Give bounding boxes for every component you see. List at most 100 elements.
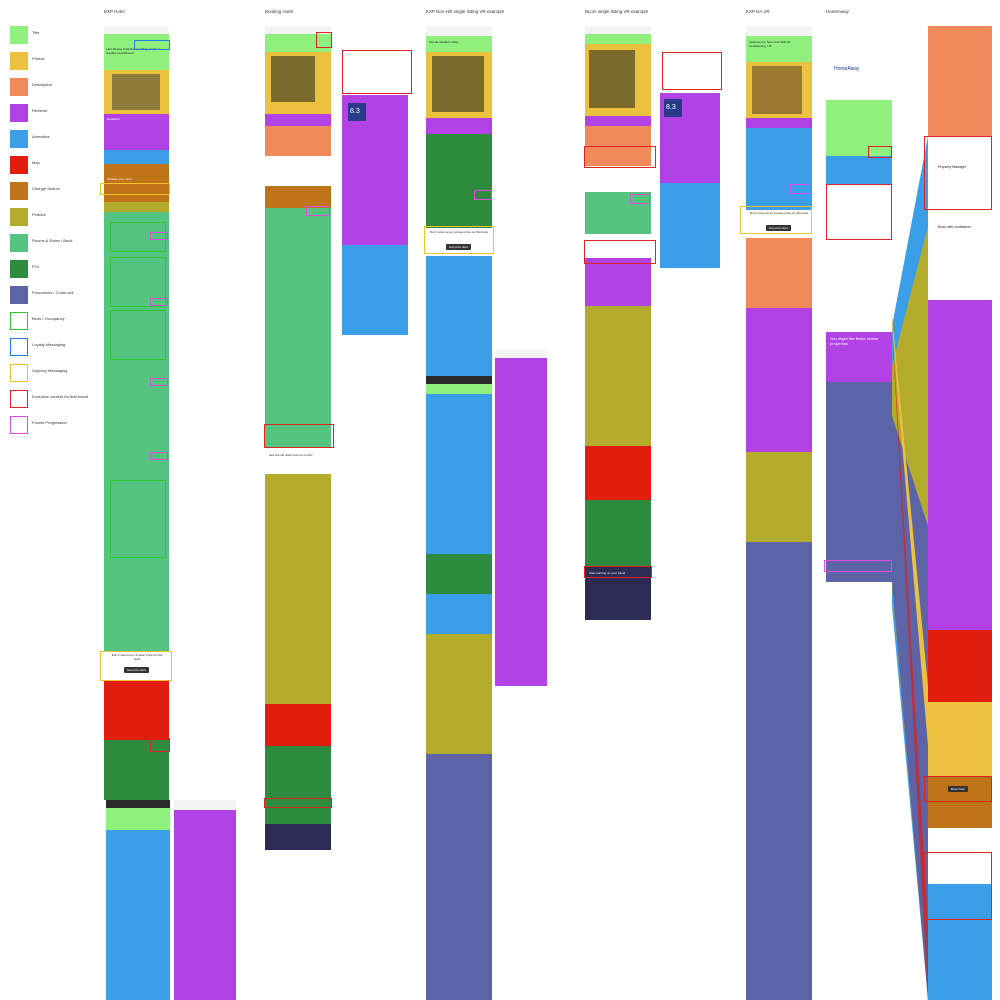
rooms-region bbox=[426, 134, 492, 228]
legend-label: Loyalty Messaging bbox=[32, 342, 66, 347]
reviews-region bbox=[826, 332, 892, 382]
tab-bar bbox=[106, 800, 170, 808]
exclusive-outline-booking-3 bbox=[264, 798, 332, 808]
exp-hotel-cta: Don't miss out on a lower price on this … bbox=[111, 653, 163, 661]
exp-ha-cta-button[interactable]: Get price alert bbox=[766, 225, 791, 231]
exclusive-outline-booking-1 bbox=[316, 32, 332, 48]
cta-region bbox=[265, 448, 331, 474]
column-title: Bcom single listing VR example bbox=[585, 9, 649, 14]
bcom-popup bbox=[662, 52, 722, 90]
reviews-region bbox=[104, 114, 169, 136]
policies-region bbox=[746, 452, 812, 542]
exclusive-outline-ha-5 bbox=[924, 852, 992, 920]
loyalty-outline bbox=[134, 40, 170, 50]
ha-detail-panel: Property Manager Book with confidence Bo… bbox=[928, 26, 992, 1000]
amenities-region bbox=[104, 150, 169, 164]
search-region bbox=[585, 166, 651, 192]
hotel-photo bbox=[112, 74, 160, 110]
legend-label: Change Search bbox=[32, 186, 60, 191]
amenities-region bbox=[342, 245, 408, 335]
urgency-outline-cta bbox=[100, 651, 172, 681]
title-region-2 bbox=[426, 384, 492, 394]
map-region bbox=[928, 630, 992, 702]
exp-hotel-reviews-panel bbox=[174, 800, 236, 1000]
reviews-region bbox=[585, 116, 651, 126]
exp-hotel-cta-button[interactable]: Get price alert bbox=[124, 667, 149, 673]
exclusive-outline bbox=[150, 738, 170, 752]
legend-item: Funnel Progression bbox=[10, 416, 100, 436]
legend-swatch bbox=[10, 182, 28, 200]
exp-hotel-strip: Lake Buena Vista Resort Village & Spa a … bbox=[104, 26, 169, 800]
title-region bbox=[265, 34, 331, 52]
amenities-region bbox=[660, 183, 720, 268]
column-title: EXP Hotel bbox=[104, 9, 125, 14]
funnel-outline-ha bbox=[824, 560, 892, 572]
exp-hotel-amenities-panel bbox=[106, 800, 170, 1000]
funnel-outline-1 bbox=[150, 232, 168, 240]
beds-outline-4 bbox=[110, 480, 166, 558]
ha-brand: HomeAway bbox=[834, 66, 860, 72]
booking-reviews-panel: 8.3 bbox=[342, 95, 408, 335]
legend-label: Exclusive content for that brand bbox=[32, 394, 89, 399]
promotions-region bbox=[746, 542, 812, 1000]
rooms-region bbox=[265, 208, 331, 448]
beds-outline-2 bbox=[110, 257, 166, 307]
description-region bbox=[928, 26, 992, 136]
column-title: EXP HA VR bbox=[746, 9, 770, 14]
title-region bbox=[426, 36, 492, 52]
urgency-outline bbox=[100, 183, 170, 195]
legend-label: Beds / Occupancy bbox=[32, 316, 65, 321]
browser-bar bbox=[746, 26, 812, 36]
exclusive-outline-bcom-3 bbox=[584, 566, 652, 578]
reviews-region bbox=[746, 118, 812, 128]
exp-hotel-name: Lake Buena Vista Resort Village & Spa a … bbox=[106, 47, 161, 55]
poi-region bbox=[104, 740, 169, 800]
rooms-region bbox=[585, 192, 651, 234]
legend-label: Reviews bbox=[32, 108, 48, 113]
legend-swatch bbox=[10, 390, 28, 408]
description-amenities-region bbox=[426, 256, 492, 376]
ha-manager: Property Manager bbox=[938, 165, 967, 169]
exp-ha-cta: Don't miss out on a lower price on this … bbox=[750, 211, 808, 215]
reviews-region-2 bbox=[585, 258, 651, 306]
header-region bbox=[826, 26, 892, 74]
funnel-outline-3 bbox=[150, 378, 168, 386]
exp-ha-strip: Apartment in New York With Air Condition… bbox=[746, 26, 812, 1000]
title-region bbox=[104, 34, 169, 58]
legend-swatch bbox=[10, 364, 28, 382]
description-region bbox=[265, 126, 331, 156]
cta-region bbox=[426, 228, 492, 256]
book-region bbox=[826, 264, 892, 292]
funnel-outline-expha bbox=[790, 184, 810, 194]
exp-nonhilt-reviews-panel bbox=[495, 350, 547, 686]
rooms-region bbox=[104, 212, 169, 652]
cta-region bbox=[104, 652, 169, 680]
urgency-outline-expha bbox=[740, 206, 812, 234]
exp-nonhilt-strip: Florida Vacation Villas Don't miss out o… bbox=[426, 26, 492, 1000]
legend-item: Loyalty Messaging bbox=[10, 338, 100, 358]
ha-fan-wedge bbox=[892, 26, 928, 1000]
bcom-score: 8.3 bbox=[666, 104, 676, 111]
exclusive-outline-ha-3 bbox=[924, 136, 992, 210]
amenities-title bbox=[106, 808, 170, 830]
exclusive-outline-ha-2 bbox=[826, 184, 892, 240]
legend-item: Exclusive content for that brand bbox=[10, 390, 100, 410]
reviews-region bbox=[426, 118, 492, 134]
calendar-region bbox=[928, 828, 992, 884]
exclusive-outline-bcom-1 bbox=[584, 146, 656, 168]
policies-region bbox=[426, 634, 492, 754]
booking-cta: Like the ski resort but not so far? bbox=[269, 453, 313, 457]
reviews-region bbox=[928, 300, 992, 630]
ha-book-button[interactable]: Book Now bbox=[948, 786, 968, 792]
legend-item: Urgency Messaging bbox=[10, 364, 100, 384]
legend-label: Description bbox=[32, 82, 53, 87]
promotions-region bbox=[426, 754, 492, 1000]
legend-swatch bbox=[10, 338, 28, 356]
booking-score: 8.3 bbox=[350, 108, 360, 115]
search-region bbox=[265, 156, 331, 186]
urgency-outline-expnh bbox=[424, 226, 494, 254]
legend-swatch bbox=[10, 286, 28, 304]
legend-label: Rooms & Rates / Book bbox=[32, 238, 73, 243]
expnh-cta-button[interactable]: Get price alert bbox=[446, 244, 471, 250]
